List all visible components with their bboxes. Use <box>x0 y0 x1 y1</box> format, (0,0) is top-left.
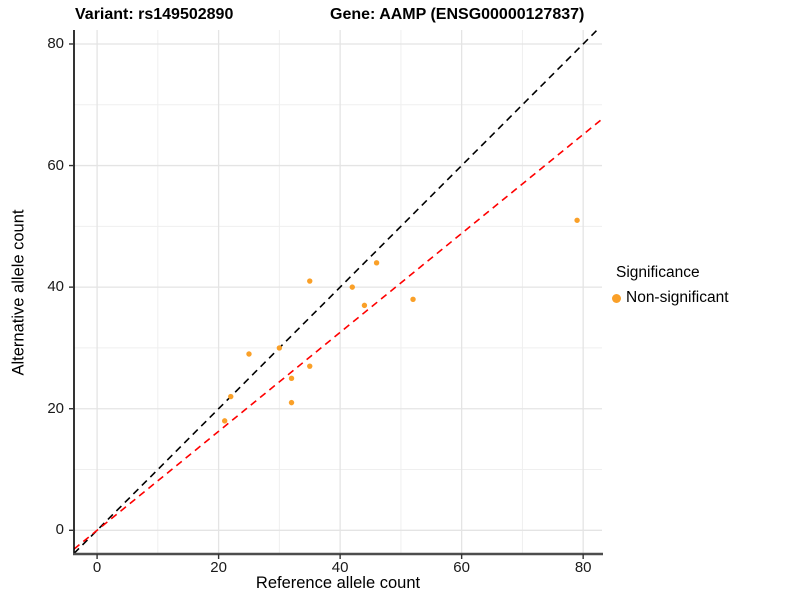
data-point <box>246 351 252 357</box>
x-tick-label: 60 <box>453 559 470 576</box>
legend: Significance Non-significant <box>612 264 729 307</box>
data-point <box>228 393 234 400</box>
regression-line <box>73 118 603 550</box>
x-tick-label: 0 <box>92 559 102 576</box>
data-point <box>361 302 368 309</box>
data-point <box>574 217 580 223</box>
legend-item-label: Non-significant <box>626 289 729 306</box>
y-tick-label: 0 <box>55 521 64 539</box>
data-point <box>307 363 313 369</box>
plot-title-variant: Variant: rs149502890 <box>75 6 234 23</box>
data-point <box>410 296 416 302</box>
legend-point-icon <box>612 293 621 303</box>
legend-title: Significance <box>616 264 700 281</box>
data-point <box>373 260 380 266</box>
plot-panel <box>69 29 603 559</box>
data-point <box>307 278 313 284</box>
data-point <box>288 399 295 406</box>
data-point <box>221 418 228 424</box>
y-tick-label: 80 <box>47 34 64 52</box>
x-axis-title: Reference allele count <box>255 574 421 592</box>
x-tick-label: 20 <box>210 559 227 576</box>
data-point <box>349 284 355 290</box>
y-tick-label: 40 <box>47 278 64 296</box>
data-point <box>276 345 283 351</box>
identity-line <box>73 29 598 554</box>
x-tick-label: 80 <box>574 559 592 576</box>
x-tick-label: 40 <box>331 559 349 576</box>
legend-item: Non-significant <box>612 289 729 307</box>
plot-title-gene: Gene: AAMP (ENSG00000127837) <box>330 6 585 23</box>
data-point <box>288 375 295 382</box>
y-tick-label: 60 <box>47 156 64 174</box>
y-tick-label: 20 <box>47 399 64 417</box>
legend-items: Non-significant <box>612 289 729 307</box>
